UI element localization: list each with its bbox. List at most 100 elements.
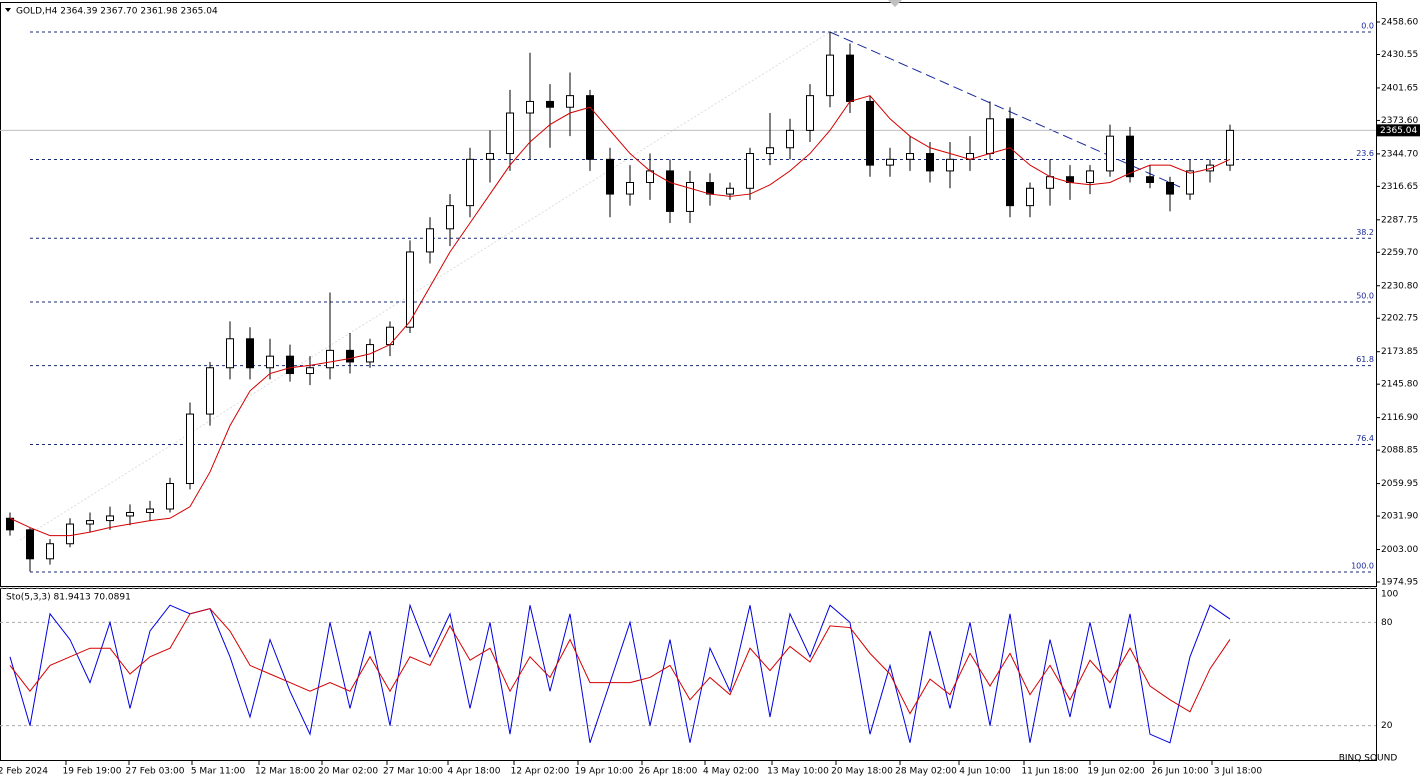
x-tick-label: 26 Jun 10:00 [1151,767,1208,777]
x-tick-label: 19 Feb 19:00 [62,767,121,777]
y-tick-label: 2344.70 [1381,149,1418,159]
candle-body [1046,176,1054,189]
candle-body [226,338,234,369]
candle-body [466,158,474,207]
x-tick-label: 27 Mar 10:00 [383,767,443,777]
candle-body [666,170,674,212]
y-tick-label: 2373.60 [1381,116,1418,126]
candle-body [726,187,734,195]
candle-body [486,153,494,160]
candle-body [586,95,594,160]
fib-label: 23.6 [1356,149,1374,158]
candle-body [46,543,54,560]
fib-base-line [19,31,831,541]
candle-body [926,153,934,172]
candle-body [566,95,574,108]
candle-body [886,158,894,166]
stoch-tick-label: 20 [1381,721,1393,731]
x-tick-label: 19 Jun 02:00 [1087,767,1144,777]
x-tick-label: 19 Apr 10:00 [575,767,634,777]
stoch-line [9,608,1231,715]
candle-body [806,95,814,131]
shift-marker [888,0,902,7]
x-tick-label: 12 Mar 18:00 [255,767,315,777]
candle-body [1206,164,1214,172]
candle-body [546,100,554,108]
fib-label: 100.0 [1351,561,1374,570]
candle-body [1126,135,1134,178]
stoch-tick-label: 100 [1381,590,1398,600]
x-tick-label: 28 May 02:00 [895,767,957,777]
candle-body [746,153,754,189]
main-panel [0,2,1377,587]
fib-label: 50.0 [1356,291,1374,300]
moving-average [9,95,1231,537]
stoch-tick-label: 80 [1381,618,1393,628]
candle-body [106,515,114,522]
candle-body [766,147,774,155]
y-tick-label: 2401.65 [1381,83,1418,93]
candle-body [526,100,534,114]
candle-body [206,367,214,415]
y-tick-label: 2145.80 [1381,380,1418,390]
candle-body [1226,129,1234,166]
candle-body [866,100,874,166]
candle-body [1106,135,1114,172]
candle-body [66,523,74,545]
y-tick-label: 2259.70 [1381,248,1418,258]
y-tick-label: 1974.95 [1381,578,1418,588]
x-tick-label: 12 Feb 2024 [0,767,48,777]
candle-body [246,338,254,369]
x-tick-label: 4 Apr 18:00 [448,767,501,777]
x-tick-label: 11 Jun 18:00 [1021,767,1078,777]
candle-body [1166,181,1174,195]
x-tick-label: 5 Mar 11:00 [191,767,246,777]
x-tick-label: 26 Apr 18:00 [639,767,698,777]
trend-line [829,31,1181,188]
candle-body [786,129,794,149]
x-tick-label: 4 May 02:00 [703,767,759,777]
fib-label: 76.4 [1356,434,1374,443]
candle-body [606,158,614,195]
menu-arrow [5,8,11,12]
candle-body [286,355,294,375]
candle-body [1186,170,1194,195]
candle-body [846,54,854,102]
candle-body [86,520,94,525]
stoch-line [9,603,1231,744]
y-tick-label: 2202.75 [1381,314,1418,324]
candle-body [686,181,694,212]
x-tick-label: 13 May 10:00 [767,767,829,777]
candle-body [186,413,194,485]
x-tick-label: 20 Mar 02:00 [318,767,378,777]
candle-body [1086,170,1094,183]
chart-title: GOLD,H4 2364.39 2367.70 2361.98 2365.04 [16,7,218,17]
fib-label: 38.2 [1356,228,1374,237]
y-tick-label: 2031.90 [1381,512,1418,522]
y-tick-label: 2316.65 [1381,182,1418,192]
candle-body [706,181,714,195]
fib-label: 61.8 [1356,355,1374,364]
x-tick-label: 20 May 18:00 [831,767,893,777]
candle-body [126,511,134,517]
y-tick-label: 2088.85 [1381,446,1418,456]
candle-body [26,529,34,560]
current-price-box [1377,124,1420,137]
candle-body [6,517,14,531]
candle-body [626,181,634,195]
candle-body [306,367,314,375]
candle-body [346,349,354,363]
fib-label: 0.0 [1361,21,1374,30]
y-tick-label: 2287.75 [1381,215,1418,225]
candle-body [946,158,954,172]
candle-body [406,251,414,328]
candle-body [1006,118,1014,207]
x-tick-label: 27 Feb 03:00 [125,767,184,777]
candle-body [506,112,514,155]
candle-body [166,483,174,510]
candle-body [1026,187,1034,207]
stoch-title: Sto(5,3,3) 81.9413 70.0891 [6,593,131,603]
x-tick-label: 3 Jul 18:00 [1214,767,1263,777]
